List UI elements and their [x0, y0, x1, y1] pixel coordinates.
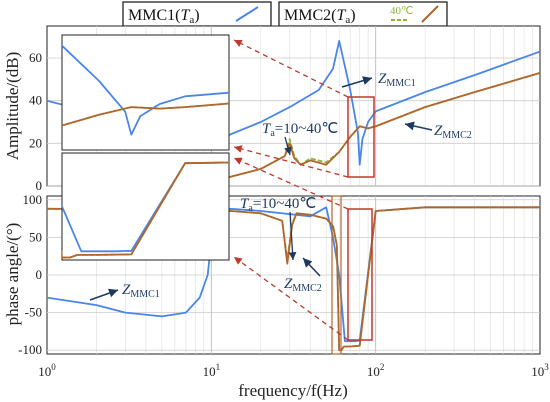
ytick-0-1: 20 [29, 135, 42, 150]
inset-line-0-0 [62, 44, 229, 136]
ytick-0-3: 60 [29, 50, 42, 65]
legend-mmc1-sub: a [189, 14, 194, 26]
zoom-inset-amplitude [61, 34, 230, 151]
ytick-1-0: 100 [23, 192, 43, 207]
ytick-1-2: 0 [36, 267, 43, 282]
series-line-1-2 [47, 206, 540, 352]
legend-mmc1-text: MMC1( [128, 7, 180, 24]
highlight-box-amplitude [347, 96, 375, 178]
highlight-box-phase [347, 208, 373, 341]
xtick-0: 100 [38, 362, 56, 379]
legend-mmc1-italic: T [180, 7, 190, 24]
legend-mmc2-italic: T [336, 7, 346, 24]
anno-ta-top: Ta=10~40℃ [262, 121, 338, 139]
legend-swatch-mmc1 [235, 6, 259, 22]
ytick-0-0: 0 [36, 178, 43, 193]
inset-line-1-2 [62, 161, 229, 259]
y-axis-label-phase: phase angle/(°) [3, 223, 22, 326]
zoom-inset-phase [61, 152, 230, 261]
anno-zmmc1-top: ZMMC1 [378, 71, 416, 89]
anno-zmmc2-bottom: ZMMC2 [284, 276, 322, 294]
anno-zmmc1-bottom: ZMMC1 [122, 282, 160, 300]
anno-ta-bottom: Ta=10~40℃ [240, 196, 316, 214]
legend-temp-label: 40℃ [390, 5, 413, 17]
legend-mmc2-text: MMC2( [284, 7, 336, 24]
x-axis-label: frequency/f(Hz) [238, 381, 348, 400]
legend-mmc1-close: ) [194, 7, 199, 24]
series-line-0-2 [111, 72, 540, 186]
ytick-0-2: 40 [29, 93, 42, 108]
y-tick-labels: 0 20 40 60 100 50 0 -50 -100 [18, 50, 42, 357]
y-axis-label-amplitude: Amplitude/(dB) [3, 52, 22, 161]
legend: MMC1(Ta) MMC2(Ta) 40℃ [122, 1, 448, 27]
zoom-connectors [233, 39, 349, 341]
annotations: ZMMC1 ZMMC2 Ta=10~40℃ Ta=10~40℃ ZMMC1 ZM… [89, 71, 472, 301]
legend-label-mmc1: MMC1(Ta) [128, 7, 200, 26]
legend-mmc2-close: ) [350, 7, 355, 24]
xtick-3: 103 [531, 362, 549, 379]
legend-swatch-10c [421, 5, 439, 23]
xtick-2: 102 [367, 362, 385, 379]
ytick-1-1: 50 [29, 229, 42, 244]
x-tick-labels: 100 101 102 103 [38, 362, 549, 379]
xtick-1: 101 [203, 362, 221, 379]
highlight-strip-phase [331, 195, 342, 355]
anno-zmmc2-top: ZMMC2 [434, 123, 472, 141]
series-line-1-0 [47, 206, 540, 343]
ytick-1-3: -50 [25, 305, 42, 320]
ytick-1-4: -100 [18, 342, 42, 357]
legend-mmc2-sub: a [345, 14, 350, 26]
legend-label-mmc2: MMC2(Ta) [284, 7, 356, 26]
inset-line-1-0 [62, 161, 229, 253]
